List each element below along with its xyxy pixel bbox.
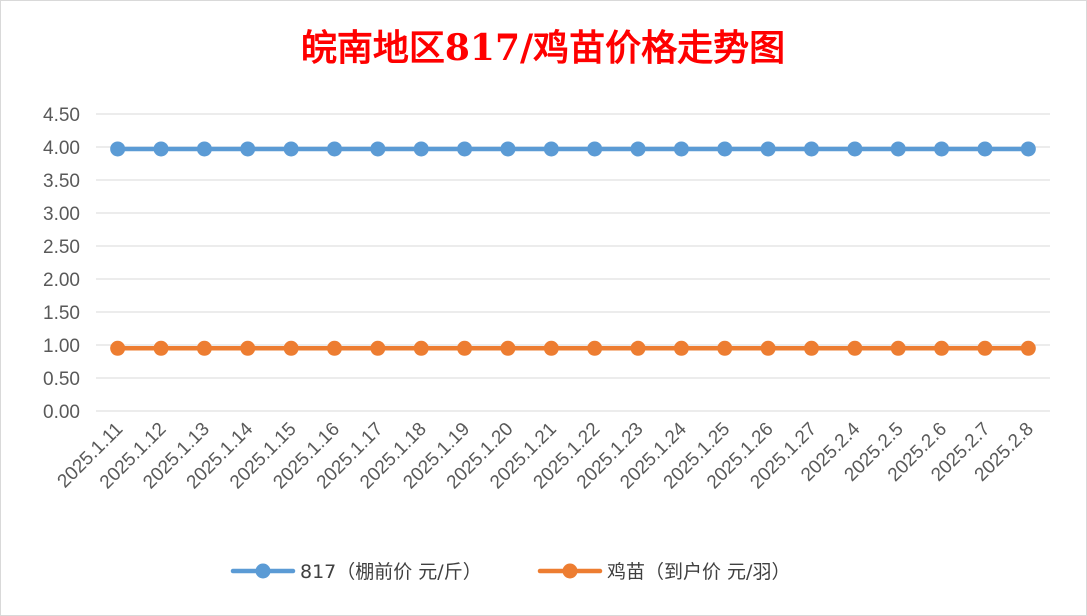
data-point [196,141,212,157]
y-tick-label: 0.00 [43,402,80,423]
data-point [847,141,863,157]
y-axis-ticks: 0.00 0.50 1.00 1.50 2.00 2.50 3.00 3.50 4.00 4.50 [43,105,80,423]
data-point [413,141,429,157]
data-point [630,141,646,157]
data-point [196,340,212,356]
data-point [543,340,559,356]
y-tick-label: 2.50 [43,237,80,258]
data-point [457,141,473,157]
data-point [283,340,299,356]
data-point [457,340,473,356]
series-layer [110,141,1036,356]
data-point [717,340,733,356]
y-tick-label: 1.50 [43,303,80,324]
data-point [890,340,906,356]
y-tick-label: 2.00 [43,270,80,291]
data-point [327,141,342,157]
y-tick-label: 0.50 [43,369,80,390]
y-tick-label: 4.50 [43,105,80,126]
data-point [500,340,516,356]
y-tick-label: 4.00 [43,138,80,159]
legend-marker-chick [562,563,578,579]
chart-title: 皖南地区817/鸡苗价格走势图 [301,27,785,69]
data-point [847,340,863,356]
data-point [587,141,603,157]
data-point [760,141,776,157]
y-tick-label: 3.50 [43,171,80,192]
data-point [327,340,342,356]
data-point [804,340,819,356]
data-point [934,340,950,356]
data-point [370,340,386,356]
data-point [110,340,126,356]
legend-label-chick: 鸡苗（到户价 元/羽） [607,561,790,583]
data-point [804,141,819,157]
legend: 817（棚前价 元/斤） 鸡苗（到户价 元/羽） [230,561,790,583]
data-point [673,340,689,356]
data-point [153,141,169,157]
data-point [977,141,993,157]
data-point [110,141,126,157]
data-point [717,141,733,157]
data-point [413,340,429,356]
y-tick-label: 3.00 [43,204,80,225]
data-point [153,340,169,356]
data-point [673,141,689,157]
data-point [370,141,386,157]
data-point [543,141,559,157]
data-point [977,340,993,356]
data-point [240,141,256,157]
data-point [630,340,646,356]
data-point [500,141,516,157]
data-point [890,141,906,157]
data-point [1020,141,1036,157]
y-tick-label: 1.00 [43,336,80,357]
legend-marker-817 [255,563,271,579]
data-point [760,340,776,356]
data-point [934,141,950,157]
legend-label-817: 817（棚前价 元/斤） [300,561,482,583]
data-point [1020,340,1036,356]
data-point [587,340,603,356]
data-point [283,141,299,157]
data-point [240,340,256,356]
